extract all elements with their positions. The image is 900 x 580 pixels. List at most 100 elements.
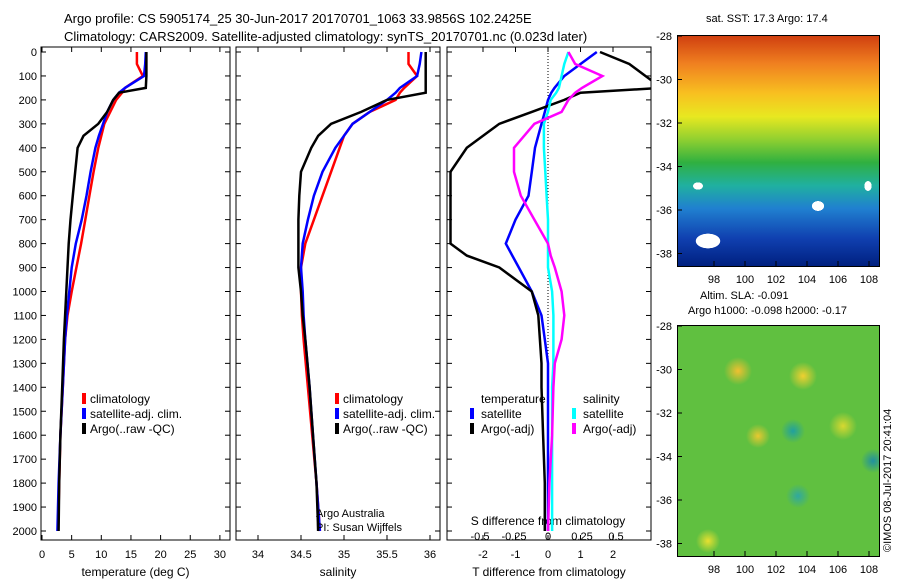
map-lon-label: 108	[860, 274, 878, 286]
map-lon-label: 108	[860, 564, 878, 576]
depth-tick-label: 400	[19, 143, 37, 155]
legend-swatch	[470, 408, 474, 419]
map-lon-label: 98	[708, 564, 720, 576]
attribution-text: Argo Australia	[316, 508, 385, 520]
s-diff-tick-label: -0.25	[501, 531, 526, 543]
x-tick-label: 15	[125, 549, 137, 561]
legend-label: Argo(-adj)	[583, 422, 636, 436]
title-line-1: Argo profile: CS 5905174_25 30-Jun-2017 …	[64, 11, 532, 26]
x-tick-label: 0	[39, 549, 45, 561]
map-lon-label: 104	[798, 274, 816, 286]
series-line-climatology	[56, 52, 145, 532]
series-line-s-argo-adj-	[512, 51, 606, 532]
depth-tick-label: 700	[19, 215, 37, 227]
x-tick-label: 0	[545, 549, 551, 561]
x-tick-label: 36	[424, 549, 436, 561]
map-lat-label: -38	[656, 539, 672, 551]
depth-tick-label: 1100	[13, 310, 37, 322]
x-tick-label: 25	[184, 549, 196, 561]
x-tick-label: 34.5	[290, 549, 311, 561]
series-line-argo-raw-qc-	[57, 52, 148, 532]
legend-swatch	[82, 393, 86, 404]
x-axis-label: salinity	[320, 565, 357, 579]
map-lat-label: -32	[656, 408, 672, 420]
s-diff-tick-label: 0	[545, 531, 551, 543]
s-diff-tick-label: 0.25	[571, 531, 592, 543]
x-tick-label: 30	[214, 549, 226, 561]
depth-tick-label: 200	[19, 95, 37, 107]
legend-label: Argo(..raw -QC)	[90, 422, 175, 436]
series-line-t-argo-adj-	[449, 50, 651, 531]
x-axis-label: temperature (deg C)	[81, 565, 189, 579]
attribution-text: PI: Susan Wijffels	[316, 522, 402, 534]
legend-label: satellite	[583, 407, 624, 421]
panel-frame-1	[235, 46, 441, 541]
legend-label: climatology	[90, 392, 150, 406]
x-tick-label: 1	[577, 549, 583, 561]
legend-swatch	[82, 423, 86, 434]
map-lat-label: -36	[656, 495, 672, 507]
sla-map-title-2: Argo h1000: -0.098 h2000: -0.17	[688, 305, 848, 317]
x-tick-label: 35	[338, 549, 350, 561]
series-line-satellite-adj-clim-	[299, 51, 423, 532]
map-lon-label: 106	[829, 564, 847, 576]
depth-tick-label: 1300	[13, 358, 37, 370]
sla-map-title-1: Altim. SLA: -0.091	[700, 290, 789, 302]
depth-tick-label: 0	[31, 47, 37, 59]
depth-tick-label: 1500	[13, 406, 37, 418]
depth-tick-label: 1800	[13, 478, 37, 490]
depth-tick-label: 1000	[13, 287, 37, 299]
title-line-2: Climatology: CARS2009. Satellite-adjuste…	[64, 29, 588, 44]
map-lat-label: -32	[656, 118, 672, 130]
depth-tick-label: 500	[19, 167, 37, 179]
legend-label: satellite-adj. clim.	[343, 407, 435, 421]
map-lat-label: -34	[656, 162, 672, 174]
depth-tick-label: 2000	[13, 526, 37, 538]
map-lat-label: -28	[656, 321, 672, 333]
map-lat-label: -38	[656, 249, 672, 261]
x-axis-label: T difference from climatology	[472, 565, 626, 579]
map-lat-label: -30	[656, 365, 672, 377]
depth-tick-label: 1900	[13, 502, 37, 514]
legend-swatch	[572, 423, 576, 434]
depth-tick-label: 300	[19, 119, 37, 131]
legend-swatch	[335, 423, 339, 434]
series-line-climatology	[299, 52, 419, 532]
x-tick-label: -1	[511, 549, 521, 561]
legend-label: satellite-adj. clim.	[90, 407, 182, 421]
legend-swatch	[572, 408, 576, 419]
legend-label: Argo(..raw -QC)	[343, 422, 428, 436]
x-tick-label: 34	[252, 549, 264, 561]
depth-tick-label: 1200	[13, 334, 37, 346]
legend-swatch	[470, 423, 474, 434]
map-lat-label: -28	[656, 31, 672, 43]
map-lon-label: 102	[767, 274, 785, 286]
depth-tick-label: 800	[19, 239, 37, 251]
x-tick-label: -2	[478, 549, 488, 561]
map-lat-label: -34	[656, 452, 672, 464]
sst-map-title: sat. SST: 17.3 Argo: 17.4	[706, 13, 828, 25]
s-diff-tick-label: -0.5	[471, 531, 490, 543]
legend-title: temperature	[481, 392, 546, 406]
depth-tick-label: 1700	[13, 454, 37, 466]
legend-swatch	[335, 408, 339, 419]
legend-label: climatology	[343, 392, 403, 406]
map-lon-label: 98	[708, 274, 720, 286]
legend-swatch	[82, 408, 86, 419]
legend-swatch	[335, 393, 339, 404]
depth-tick-label: 1600	[13, 430, 37, 442]
depth-tick-label: 900	[19, 263, 37, 275]
legend-label: satellite	[481, 407, 522, 421]
map-lon-label: 100	[736, 274, 754, 286]
x-tick-label: 20	[154, 549, 166, 561]
x-tick-label: 35.5	[376, 549, 397, 561]
series-line-argo-raw-qc-	[297, 52, 427, 532]
x-tick-label: 2	[610, 549, 616, 561]
legend-label: Argo(-adj)	[481, 422, 534, 436]
map-lon-label: 104	[798, 564, 816, 576]
sst-map	[677, 35, 880, 267]
depth-tick-label: 600	[19, 191, 37, 203]
depth-tick-label: 1400	[13, 382, 37, 394]
s-diff-tick-label: 0.5	[608, 531, 623, 543]
